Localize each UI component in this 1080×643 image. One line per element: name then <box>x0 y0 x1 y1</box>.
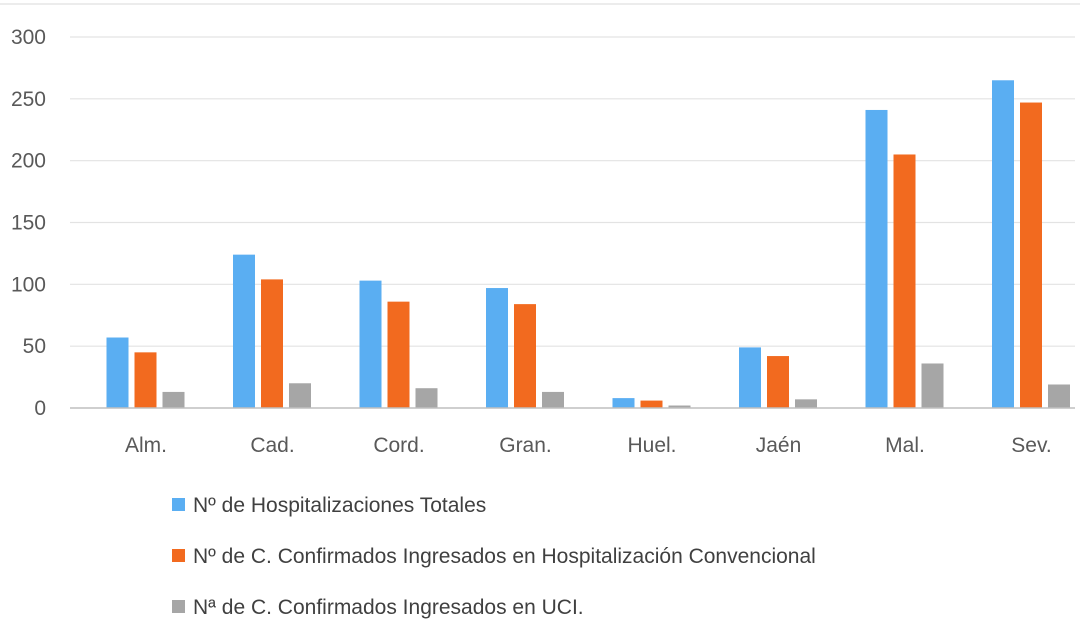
bar-series1-6 <box>865 109 888 409</box>
legend-swatch-1 <box>172 498 185 511</box>
y-tick-label: 200 <box>11 150 46 173</box>
bar-series1-2 <box>359 280 382 408</box>
y-tick-label: 250 <box>11 88 46 111</box>
x-tick-label: Alm. <box>125 434 167 457</box>
bar-series3-7 <box>1048 384 1070 408</box>
bar-series1-7 <box>992 80 1014 408</box>
bar-series3-0 <box>162 391 185 408</box>
bars <box>106 80 1070 409</box>
x-tick-label: Gran. <box>499 434 552 457</box>
y-tick-label: 150 <box>11 212 46 235</box>
bar-series2-3 <box>514 304 536 408</box>
x-axis-tick-labels: Alm. Cad. Cord. Gran. Huel. Jaén Mal. Sev. <box>125 434 1052 457</box>
bar-series2-5 <box>767 356 789 408</box>
bar-series1-4 <box>612 398 635 408</box>
y-tick-label: 50 <box>23 335 46 358</box>
bar-series2-1 <box>261 279 283 408</box>
bar-series3-3 <box>542 391 564 408</box>
y-tick-label: 300 <box>11 26 46 49</box>
bar-series2-0 <box>134 352 157 408</box>
bar-series2-6 <box>893 154 916 408</box>
bar-series3-6 <box>921 363 944 408</box>
legend: Nº de Hospitalizaciones Totales Nº de C. … <box>172 494 816 619</box>
bar-series3-4 <box>668 405 691 408</box>
bar-series1-0 <box>106 337 129 408</box>
y-tick-label: 0 <box>34 397 46 420</box>
bar-series2-2 <box>387 301 410 408</box>
legend-label-3: Nª de C. Confirmados Ingresados en UCI. <box>193 596 584 619</box>
legend-label-1: Nº de Hospitalizaciones Totales <box>193 494 486 517</box>
x-tick-label: Huel. <box>627 434 676 457</box>
gridlines <box>0 3 1080 347</box>
bar-series3-5 <box>795 399 817 408</box>
x-tick-label: Cord. <box>373 434 424 457</box>
y-axis-tick-labels: 0 50 100 150 200 250 300 <box>11 26 46 420</box>
x-tick-label: Sev. <box>1011 434 1051 457</box>
legend-label-2: Nº de C. Confirmados Ingresados en Hospi… <box>193 545 816 568</box>
x-tick-label: Cad. <box>250 434 294 457</box>
legend-swatch-3 <box>172 600 185 613</box>
bar-series1-1 <box>233 254 255 408</box>
bar-series1-3 <box>486 288 508 408</box>
x-tick-label: Jaén <box>756 434 802 457</box>
bar-series1-5 <box>739 347 761 408</box>
bar-series3-1 <box>289 383 311 408</box>
bar-series2-4 <box>640 400 663 408</box>
y-tick-label: 100 <box>11 273 46 296</box>
legend-swatch-2 <box>172 549 185 562</box>
bar-series2-7 <box>1020 102 1042 408</box>
x-tick-label: Mal. <box>885 434 925 457</box>
bar-series3-2 <box>415 388 438 408</box>
